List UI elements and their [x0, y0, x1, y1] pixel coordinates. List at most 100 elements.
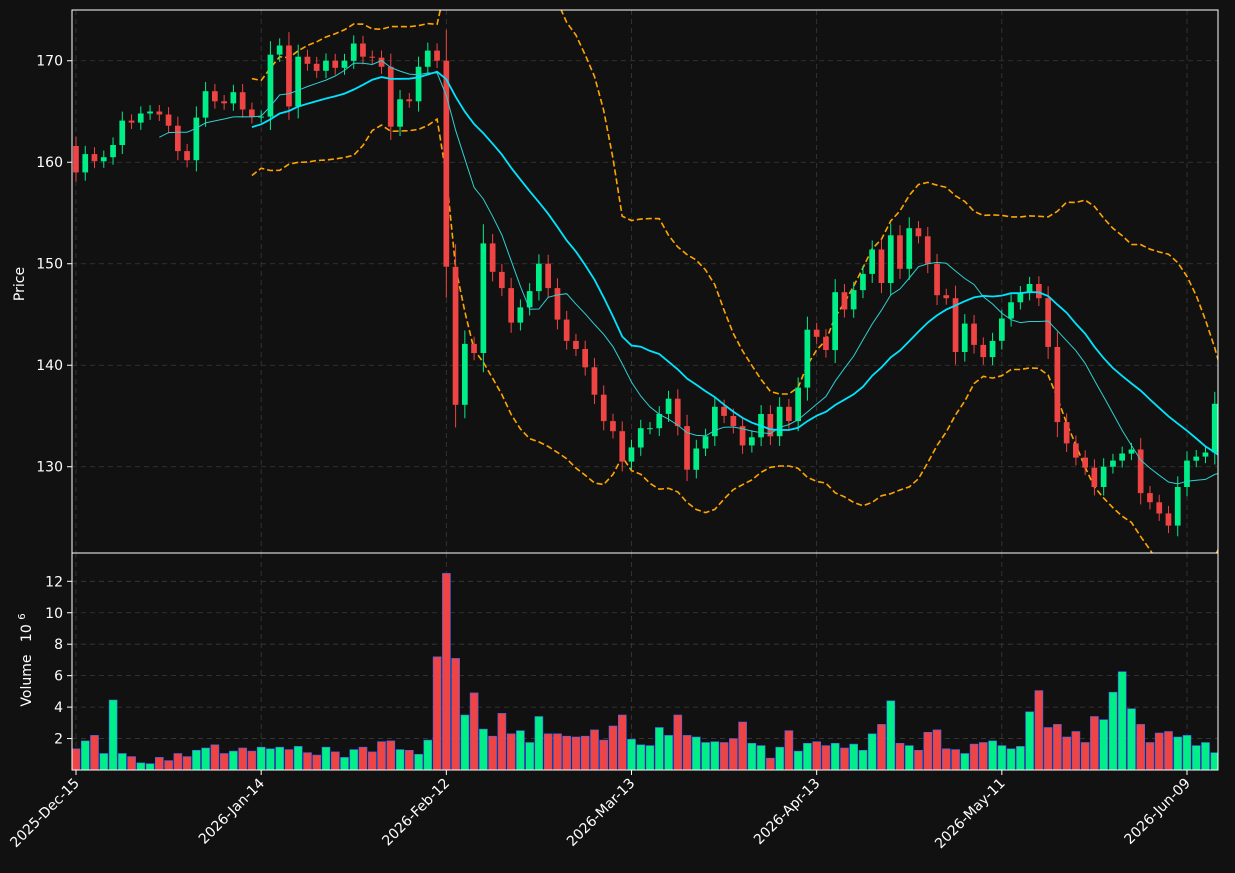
candle-body: [1082, 457, 1088, 468]
candle: [1091, 459, 1098, 496]
volume-bar: [988, 740, 997, 770]
candle-body: [221, 101, 227, 104]
candle-body: [776, 406, 783, 437]
candle-body: [869, 249, 875, 274]
volume-bar: [349, 749, 359, 770]
candle-body: [239, 92, 246, 110]
candle: [193, 106, 200, 172]
candle: [1165, 505, 1172, 534]
volume-bar: [812, 741, 822, 770]
candle-body: [934, 263, 940, 296]
x-tick-label: 2026-Jan-14: [196, 775, 268, 847]
candle: [249, 102, 255, 124]
candle: [804, 316, 811, 401]
candle-body: [323, 60, 329, 71]
volume-bar: [118, 753, 127, 770]
volume-bar: [1062, 736, 1071, 770]
candle: [239, 84, 246, 118]
volume-bar: [1025, 711, 1034, 770]
candle: [813, 322, 820, 344]
candle: [934, 253, 940, 306]
candle: [545, 254, 551, 298]
candle: [110, 137, 116, 165]
candle-body: [73, 146, 79, 173]
x-tick-label: 2026-Jun-09: [1122, 776, 1194, 848]
candle-body: [1073, 443, 1079, 458]
candle: [499, 263, 505, 297]
candle-body: [1128, 449, 1135, 454]
volume-bar: [858, 749, 868, 770]
volume-bar: [506, 733, 516, 770]
candle-body: [91, 154, 98, 162]
candle-body: [786, 406, 792, 421]
lower-band: [251, 117, 1218, 553]
volume-bar: [293, 746, 303, 770]
candle: [554, 278, 561, 330]
candle-body: [674, 398, 681, 427]
candle-body: [1211, 403, 1218, 453]
candle-body: [378, 57, 385, 67]
candle-body: [665, 398, 672, 414]
volume-tick-label: 8: [54, 637, 63, 653]
volume-bar: [275, 746, 285, 770]
candle: [378, 50, 385, 75]
volume-bar: [210, 744, 220, 770]
candle: [1082, 450, 1088, 476]
candle: [1137, 438, 1144, 505]
candle: [1026, 276, 1033, 301]
candle: [119, 111, 126, 155]
candle: [943, 288, 950, 305]
candle-body: [82, 154, 89, 173]
x-axis: 2025-Dec-15 2026-Jan-14 2026-Feb-12 2026-Ma…: [7, 770, 1194, 852]
candle-body: [424, 50, 431, 67]
candle: [156, 105, 163, 121]
candle-body: [499, 271, 505, 289]
candle: [739, 417, 746, 454]
candle-body: [443, 60, 450, 267]
candle-body: [767, 414, 774, 437]
volume-bar: [617, 714, 627, 770]
volume-bar: [1099, 719, 1108, 770]
candle-body: [823, 336, 829, 350]
volume-bar: [1071, 731, 1081, 770]
candle: [276, 38, 283, 62]
candle-body: [175, 125, 181, 152]
candle-body: [184, 151, 190, 161]
candle: [712, 397, 718, 446]
candle: [980, 337, 987, 365]
candle: [221, 95, 227, 110]
volume-bar: [1090, 716, 1099, 770]
candle-body: [1174, 487, 1181, 526]
price-grid: [72, 10, 1218, 553]
candle-body: [332, 60, 339, 68]
volume-bar: [960, 753, 970, 770]
volume-bar: [442, 573, 451, 770]
volume-bar: [793, 750, 803, 770]
candle: [1045, 286, 1051, 359]
candle-body: [628, 447, 635, 462]
volume-bar: [951, 749, 960, 770]
candle-body: [952, 298, 959, 352]
candle-body: [915, 228, 922, 237]
candle-body: [137, 113, 144, 123]
volume-bar: [404, 749, 414, 770]
candle-body: [1137, 449, 1144, 494]
candle: [100, 150, 107, 168]
ma-fast-line: [159, 59, 1218, 485]
candle: [212, 83, 218, 109]
candle-body: [712, 406, 718, 437]
candle-body: [1026, 284, 1033, 294]
candle: [397, 89, 403, 137]
candle-body: [684, 426, 690, 470]
volume-bar: [312, 754, 322, 770]
candle-body: [989, 340, 996, 358]
candle-body: [452, 266, 459, 405]
candle: [1230, 419, 1235, 456]
candle: [369, 50, 376, 64]
volume-bar: [895, 742, 905, 770]
upper-band: [251, 10, 1218, 395]
candle-body: [286, 45, 292, 107]
volume-bar: [256, 746, 266, 770]
candle: [999, 309, 1005, 350]
candle: [749, 430, 755, 453]
